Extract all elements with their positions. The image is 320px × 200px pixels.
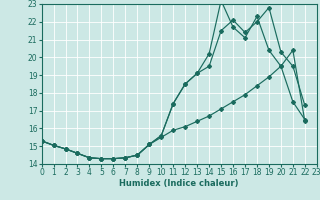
X-axis label: Humidex (Indice chaleur): Humidex (Indice chaleur) [119, 179, 239, 188]
